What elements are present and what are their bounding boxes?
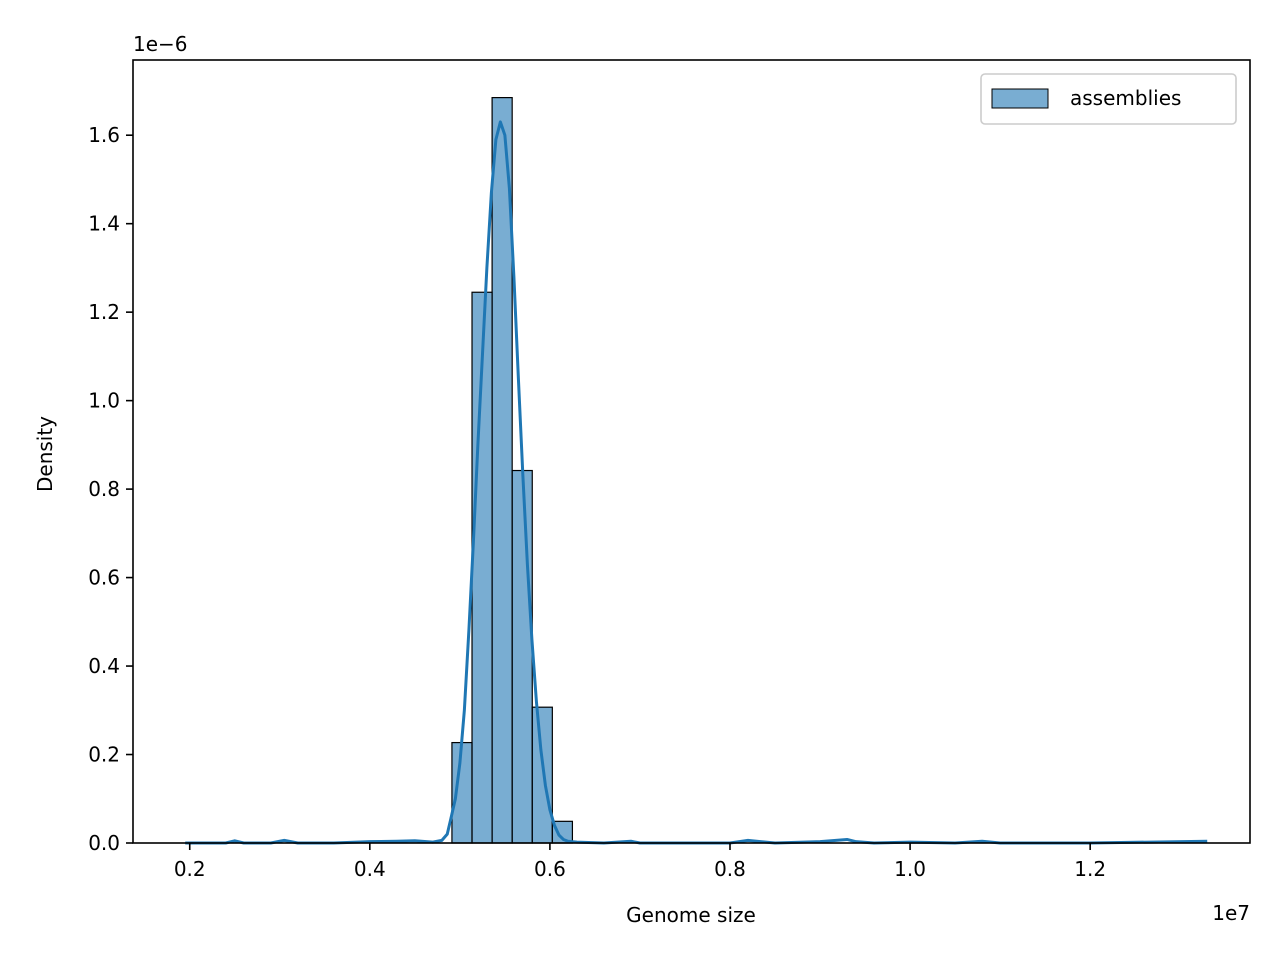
kde-line (185, 120, 1208, 845)
histogram-bar (511, 469, 533, 844)
y-axis-label: Density (33, 416, 57, 492)
y-tick-label: 1.0 (88, 389, 120, 413)
legend: assemblies (980, 73, 1237, 125)
x-tick-label: 0.6 (534, 857, 566, 881)
x-axis-ticks: 0.2 0.4 0.6 0.8 1.0 1.2 (174, 843, 1106, 881)
x-axis-label: Genome size (626, 903, 756, 927)
y-tick-label: 0.4 (88, 654, 120, 678)
x-tick-label: 0.2 (174, 857, 206, 881)
histogram-bar (531, 706, 553, 844)
y-tick-label: 0.2 (88, 743, 120, 767)
axes-frame (132, 59, 1251, 844)
x-offset-text: 1e7 (1212, 901, 1250, 925)
y-offset-text: 1e−6 (133, 32, 188, 56)
y-axis-ticks: 0.0 0.2 0.4 0.6 0.8 1.0 1.2 1.4 1.6 (88, 123, 133, 855)
y-tick-label: 1.2 (88, 300, 120, 324)
legend-swatch (991, 88, 1049, 109)
legend-frame (980, 73, 1237, 125)
y-tick-label: 1.4 (88, 212, 120, 236)
y-tick-label: 0.8 (88, 477, 120, 501)
x-tick-label: 0.8 (714, 857, 746, 881)
x-tick-label: 1.0 (894, 857, 926, 881)
x-tick-label: 0.4 (354, 857, 386, 881)
y-tick-label: 0.0 (88, 831, 120, 855)
histogram-bars (451, 97, 574, 844)
y-tick-label: 1.6 (88, 123, 120, 147)
x-tick-label: 1.2 (1074, 857, 1106, 881)
legend-label: assemblies (1070, 86, 1181, 110)
y-tick-label: 0.6 (88, 566, 120, 590)
